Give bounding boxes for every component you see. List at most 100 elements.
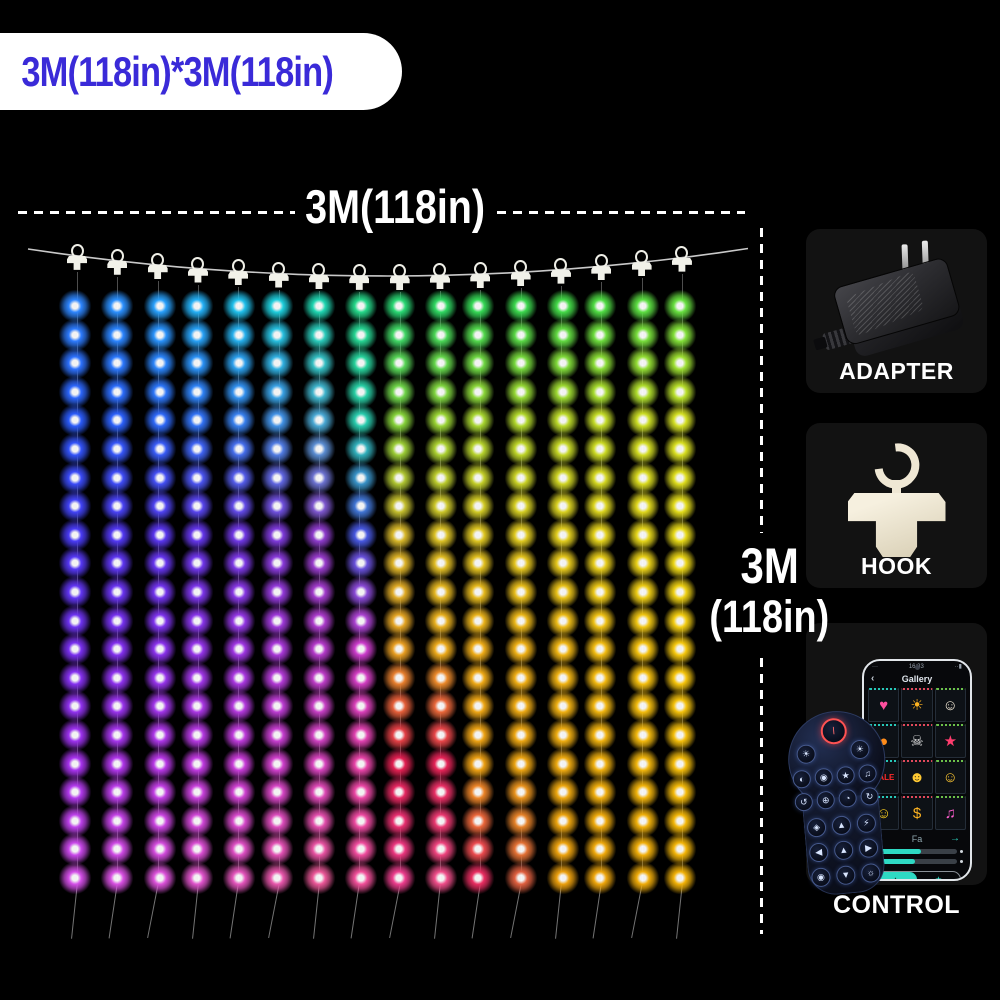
control-card: ··· 16:33 ··▮ ‹ Gallery ♥☀☺●☠★SALE☻☺☺$♫ …: [784, 623, 987, 897]
led: [503, 346, 538, 381]
led: [503, 546, 538, 581]
led: [179, 632, 214, 667]
laughing-emoji: ☺: [934, 760, 966, 794]
led: [179, 517, 214, 552]
led: [381, 603, 416, 638]
led: [381, 317, 416, 352]
led: [545, 603, 580, 638]
led: [381, 632, 416, 667]
clip-hook-ring: [191, 256, 205, 271]
clip-body: [268, 273, 289, 288]
led: [423, 289, 458, 323]
height-dimension-label: 3M (118in): [709, 538, 830, 642]
clip-hook-ring: [151, 252, 165, 267]
led: [545, 546, 580, 581]
led: [423, 746, 458, 781]
led: [58, 546, 92, 581]
led: [503, 317, 538, 352]
led: [625, 289, 660, 323]
height-dash-top: [760, 228, 763, 533]
led: [222, 546, 257, 581]
led: [142, 775, 177, 810]
led: [545, 289, 580, 323]
led: [179, 374, 214, 409]
clip-body: [349, 275, 370, 290]
led: [344, 775, 379, 810]
led: [58, 317, 92, 352]
led: [381, 346, 416, 381]
led: [142, 861, 177, 895]
led: [423, 432, 458, 466]
led: [259, 317, 294, 352]
curtain-clip: [187, 256, 208, 283]
led: [58, 432, 92, 466]
led: [461, 861, 496, 895]
led: [142, 489, 177, 524]
led: [583, 603, 618, 638]
led: [344, 718, 379, 752]
curtain-clip: [147, 252, 168, 279]
led: [179, 689, 214, 724]
led: [179, 546, 214, 581]
led: [259, 403, 294, 438]
led: [381, 489, 416, 524]
led: [259, 803, 294, 838]
led: [344, 861, 379, 895]
led: [583, 403, 618, 438]
led: [625, 861, 660, 895]
led: [301, 575, 336, 609]
led: [461, 575, 496, 609]
led: [222, 374, 257, 409]
led: [222, 861, 257, 895]
led: [583, 803, 618, 838]
led: [423, 689, 458, 724]
clip-body: [591, 266, 612, 281]
led: [583, 374, 618, 409]
led: [58, 489, 92, 524]
led: [100, 374, 135, 409]
led: [503, 632, 538, 667]
led: [625, 746, 660, 781]
led: [100, 803, 135, 838]
led: [179, 317, 214, 352]
led: [545, 346, 580, 381]
led: [100, 603, 135, 638]
led: [381, 832, 416, 867]
led: [222, 832, 257, 867]
led: [259, 289, 294, 323]
led: [625, 517, 660, 552]
led: [545, 832, 580, 867]
curtain-clip: [470, 262, 491, 289]
led: [344, 575, 379, 609]
led: [381, 403, 416, 438]
led: [344, 460, 379, 495]
led: [259, 746, 294, 781]
led: [222, 403, 257, 438]
curtain-clip: [550, 257, 571, 284]
led: [503, 432, 538, 466]
app-header: ‹ Gallery: [864, 673, 970, 684]
led: [222, 432, 257, 466]
led: [259, 632, 294, 667]
led: [142, 803, 177, 838]
led: [625, 603, 660, 638]
led: [423, 489, 458, 524]
clip-hook-ring: [110, 248, 124, 263]
led: [179, 489, 214, 524]
led: [179, 603, 214, 638]
led: [545, 775, 580, 810]
clip-body: [107, 260, 128, 275]
led: [100, 832, 135, 867]
led: [503, 660, 538, 695]
led: [58, 346, 92, 381]
led: [142, 603, 177, 638]
led: [423, 832, 458, 867]
led: [301, 546, 336, 581]
width-dash-left: [18, 211, 295, 214]
clip-hook-ring: [554, 257, 568, 272]
led: [662, 718, 697, 752]
led: [583, 489, 618, 524]
led: [179, 460, 214, 495]
led: [301, 832, 336, 867]
curtain-clip: [671, 245, 692, 272]
